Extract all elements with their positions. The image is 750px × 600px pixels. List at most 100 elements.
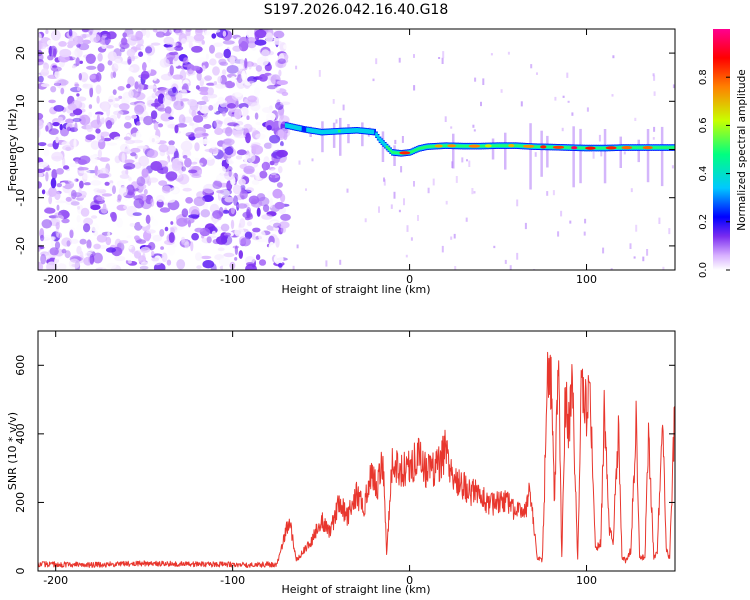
heatmap-noise-cell (185, 197, 194, 204)
heatmap-speckle (566, 72, 569, 78)
heatmap-noise-cell (90, 155, 98, 164)
heatmap-speckle (335, 119, 338, 124)
heatmap-ridge-cell (569, 146, 573, 149)
heatmap-ridge-cell (637, 146, 640, 149)
heatmap-ridge-cell (458, 144, 461, 148)
heatmap-noise-cell (170, 186, 180, 195)
heatmap-speckle (474, 77, 477, 82)
heatmap-ridge-cell (603, 146, 606, 150)
heatmap-noise-cell (54, 70, 61, 79)
heatmap-ridge-cell (467, 144, 470, 148)
heatmap-noise-cell (214, 127, 224, 135)
heatmap-noise-cell (104, 181, 110, 186)
heatmap-noise-cell (226, 65, 239, 74)
heatmap-noise-cell (258, 259, 267, 266)
heatmap-noise-cell (62, 156, 66, 168)
y-tick-label: -20 (14, 237, 27, 255)
heatmap-ridge-cell (515, 144, 518, 147)
heatmap-noise-cell (232, 184, 242, 195)
heatmap-noise-cell (169, 187, 179, 194)
x-tick-label: -100 (220, 574, 245, 587)
heatmap-noise-cell (89, 74, 96, 80)
heatmap-noise-cell (125, 184, 135, 196)
heatmap-noise-cell (57, 116, 64, 121)
heatmap-noise-cell (38, 247, 41, 252)
heatmap-noise-cell (134, 235, 140, 241)
heatmap-speckle (455, 176, 458, 183)
heatmap-noise-cell (159, 207, 171, 213)
heatmap-noise-cell (90, 200, 100, 211)
heatmap-speckle (438, 57, 441, 59)
heatmap-noise-cell (89, 33, 101, 43)
heatmap-noise-cell (113, 136, 124, 141)
heatmap-ridge-peak (508, 144, 515, 148)
heatmap-y-ticks: -20 -10 0 10 20 (14, 46, 675, 255)
heatmap-speckle (453, 233, 456, 239)
heatmap-noise-cell (187, 99, 198, 107)
heatmap-noise-cell (193, 115, 204, 123)
heatmap-x-label: Height of straight line (km) (281, 283, 430, 296)
heatmap-noise-cell (74, 122, 78, 133)
heatmap-noise-cell (266, 125, 272, 131)
heatmap-ridge-cell (658, 146, 661, 149)
heatmap-ridge-peak (447, 144, 456, 148)
heatmap-noise-cell (105, 120, 113, 129)
heatmap-noise-cell (245, 255, 255, 265)
heatmap-speckle (600, 150, 603, 157)
heatmap-ridge-cell (412, 149, 415, 153)
heatmap-ridge-cell (307, 127, 311, 133)
y-tick-label: 600 (14, 355, 27, 376)
heatmap-ridge-cell (410, 150, 414, 153)
heatmap-ridge-cell (520, 144, 523, 148)
heatmap-noise-cell (158, 144, 169, 153)
heatmap-ridge-peak (540, 145, 547, 149)
heatmap-speckle (516, 199, 519, 207)
heatmap-noise-cell (217, 76, 222, 84)
heatmap-noise-cell (181, 208, 189, 218)
heatmap-noise-cell (130, 147, 141, 153)
heatmap-noise-cell (210, 139, 217, 149)
heatmap-noise-cell (107, 59, 113, 66)
heatmap-ridge-cell (633, 146, 637, 149)
heatmap-noise-cell (136, 145, 148, 149)
heatmap-noise-cell (130, 152, 137, 157)
heatmap-noise-cell (102, 267, 107, 270)
heatmap-noise-cell (219, 166, 226, 175)
heatmap-noise-cell (273, 254, 284, 265)
heatmap-speckle (325, 260, 328, 267)
heatmap-noise-cell (50, 30, 61, 41)
heatmap-noise-cell (256, 239, 268, 243)
heatmap-ridge-streak (529, 123, 532, 190)
heatmap-noise-cell (123, 136, 131, 141)
heatmap-noise-cell (40, 253, 47, 265)
heatmap-noise-cell (128, 260, 132, 264)
x-tick-label: -200 (43, 273, 68, 286)
snr-y-label: SNR (10 * v/v) (6, 412, 19, 490)
heatmap-speckle (642, 256, 645, 262)
heatmap-noise-cell (222, 111, 226, 117)
heatmap-noise-cell (138, 255, 147, 264)
heatmap-ridge-cell (582, 146, 585, 150)
heatmap-noise-cell (274, 201, 285, 210)
heatmap-noise-cell (100, 101, 110, 112)
heatmap-ridge-cell (483, 144, 486, 148)
heatmap-noise-cell (280, 141, 284, 147)
heatmap-ridge-cell (384, 143, 387, 148)
heatmap-noise-cell (233, 195, 238, 206)
heatmap-noise-cell (48, 195, 53, 205)
heatmap-noise-cell (54, 212, 63, 219)
heatmap-noise-cell (153, 122, 159, 131)
heatmap-noise-cell (191, 232, 200, 241)
heatmap-noise-cell (38, 120, 44, 130)
heatmap-speckle (311, 158, 314, 162)
heatmap-noise-cell (181, 236, 186, 243)
heatmap-noise-cell (269, 197, 273, 209)
heatmap-noise-cell (201, 40, 205, 45)
heatmap-noise-cell (71, 50, 78, 60)
heatmap-noise-cell (191, 65, 201, 71)
heatmap-speckle (509, 265, 512, 270)
heatmap-speckle (500, 89, 503, 93)
heatmap-ridge-peak (552, 145, 565, 149)
heatmap-ridge-cell (548, 145, 552, 149)
